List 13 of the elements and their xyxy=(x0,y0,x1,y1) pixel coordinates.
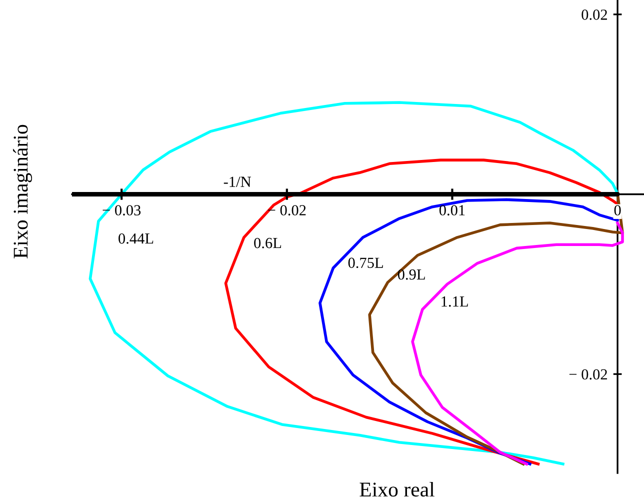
y-tick-label: 0.02 xyxy=(582,10,607,20)
x-tick-label: − 0.02 xyxy=(268,205,306,216)
series-label: 0.6L xyxy=(254,238,282,248)
series-label: 0.9L xyxy=(398,269,425,280)
x-tick-label: − 0.03 xyxy=(102,205,141,216)
ref-line-label: -1/N xyxy=(224,176,251,187)
series-label: 0.44L xyxy=(118,233,154,244)
x-tick-label: 0.01 xyxy=(439,205,465,216)
x-tick-label: 0 xyxy=(614,205,621,216)
series-label: 0.75L xyxy=(348,258,383,268)
x-axis-title: Eixo real xyxy=(360,482,434,497)
y-axis-title: Eixo imaginário xyxy=(13,124,32,258)
series-label: 1.1L xyxy=(442,296,468,307)
